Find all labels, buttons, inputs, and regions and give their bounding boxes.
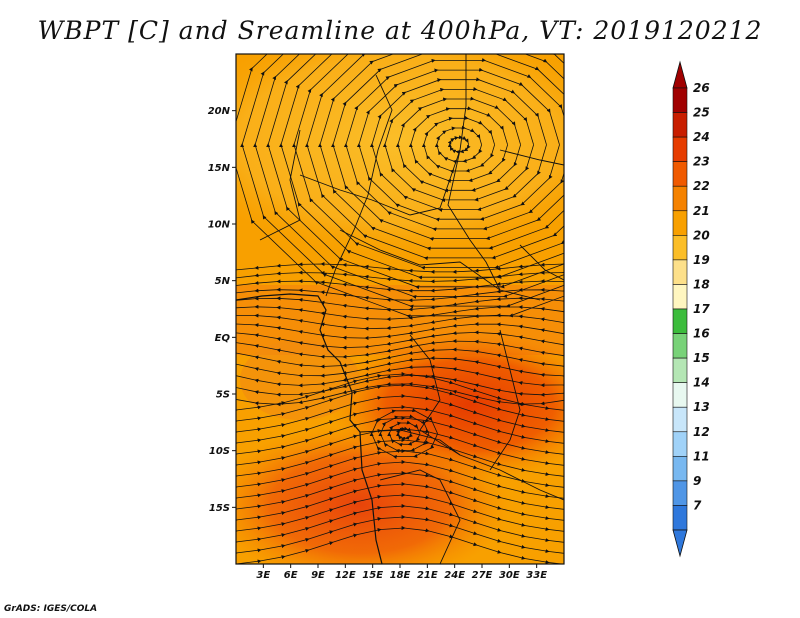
colorbar-label: 18 (693, 277, 710, 291)
colorbar-label: 16 (693, 327, 710, 341)
streamlines (236, 54, 564, 564)
credit-text: GrADS: IGES/COLA (4, 604, 98, 614)
colorbar-label: 17 (693, 302, 710, 316)
lon-tick-label: 21E (417, 570, 438, 581)
colorbar-swatch (672, 259, 688, 285)
lon-tick-label: 27E (472, 570, 493, 581)
colorbar-label: 23 (693, 155, 710, 169)
colorbar-swatch (672, 284, 688, 310)
colorbar-label: 11 (693, 449, 710, 463)
colorbar-swatch (672, 357, 688, 383)
colorbar-swatch (672, 505, 688, 531)
colorbar-swatch (672, 480, 688, 506)
colorbar-swatch (672, 235, 688, 261)
colorbar: 26 25 24 23 22 21 20 19 18 17 16 15 14 13 12 11 9 7 (672, 60, 710, 558)
lon-tick-label: 12E (335, 570, 356, 581)
lon-tick-label: 18E (390, 570, 411, 581)
colorbar-label: 25 (693, 106, 710, 120)
colorbar-swatch (672, 185, 688, 212)
lon-tick-label: 24E (444, 570, 465, 581)
lon-tick-label: 3E (256, 570, 270, 581)
country-borders (236, 54, 564, 564)
map-title: WBPT [C] and Sreamline at 400hPa, VT: 20… (37, 16, 763, 45)
colorbar-swatch (672, 333, 688, 359)
lat-tick-label: 5N (215, 276, 231, 287)
colorbar-swatch (672, 136, 688, 162)
colorbar-label: 15 (693, 351, 710, 365)
colorbar-swatch (672, 87, 688, 113)
colorbar-label: 24 (693, 130, 710, 144)
lat-tick-label: 15S (209, 503, 230, 514)
colorbar-label: 26 (693, 81, 710, 95)
lat-tick-label: 15N (208, 163, 231, 174)
colorbar-swatch (672, 431, 688, 457)
colorbar-label: 19 (693, 253, 710, 267)
colorbar-label: 13 (693, 400, 710, 414)
lon-tick-label: 9E (311, 570, 325, 581)
lat-tick-label: 20N (208, 106, 231, 117)
longitude-axis: 3E 6E 9E 12E 15E 18E 21E 24E 27E 30E 33E (256, 564, 547, 581)
colorbar-swatch (672, 210, 688, 236)
colorbar-bottom-arrow (672, 529, 688, 558)
lon-tick-label: 15E (362, 570, 383, 581)
colorbar-label: 22 (693, 179, 710, 193)
streamline (369, 408, 438, 460)
colorbar-label: 9 (693, 474, 701, 488)
colorbar-swatch (672, 308, 688, 334)
colorbar-label: 14 (693, 376, 710, 390)
colorbar-label: 7 (693, 498, 702, 512)
lat-tick-label: 5S (216, 390, 230, 401)
streamline (236, 525, 564, 564)
colorbar-top-arrow (672, 60, 688, 89)
colorbar-label: 12 (693, 425, 710, 439)
lat-tick-label: 10S (209, 446, 230, 457)
colorbar-label: 21 (693, 204, 710, 218)
colorbar-label: 20 (693, 228, 710, 242)
lon-tick-label: 6E (284, 570, 298, 581)
colorbar-swatch (672, 382, 688, 408)
lat-tick-label: 10N (208, 220, 231, 231)
colorbar-swatch (672, 161, 688, 187)
latitude-axis: 20N 15N 10N 5N EQ 5S 10S 15S (208, 106, 236, 514)
lon-tick-label: 30E (499, 570, 520, 581)
lat-tick-label: EQ (215, 333, 231, 344)
lon-tick-label: 33E (526, 570, 547, 581)
colorbar-swatch (672, 112, 688, 138)
colorbar-swatch (672, 456, 688, 482)
colorbar-swatch (672, 406, 688, 433)
